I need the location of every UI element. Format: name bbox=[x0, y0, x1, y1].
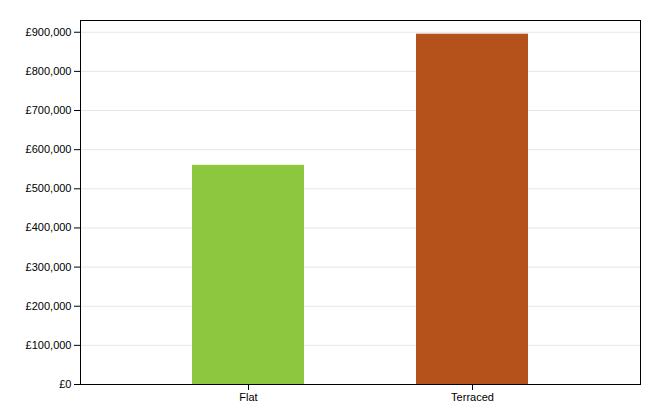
svg-text:£600,000: £600,000 bbox=[26, 143, 72, 155]
svg-text:£0: £0 bbox=[59, 378, 71, 390]
svg-text:£400,000: £400,000 bbox=[26, 221, 72, 233]
svg-text:£500,000: £500,000 bbox=[26, 182, 72, 194]
svg-text:£200,000: £200,000 bbox=[26, 300, 72, 312]
svg-text:£300,000: £300,000 bbox=[26, 261, 72, 273]
svg-text:Terraced: Terraced bbox=[451, 391, 494, 403]
svg-text:Flat: Flat bbox=[239, 391, 257, 403]
svg-text:£100,000: £100,000 bbox=[26, 339, 72, 351]
svg-text:£900,000: £900,000 bbox=[26, 26, 72, 38]
svg-text:£800,000: £800,000 bbox=[26, 65, 72, 77]
svg-text:£700,000: £700,000 bbox=[26, 104, 72, 116]
